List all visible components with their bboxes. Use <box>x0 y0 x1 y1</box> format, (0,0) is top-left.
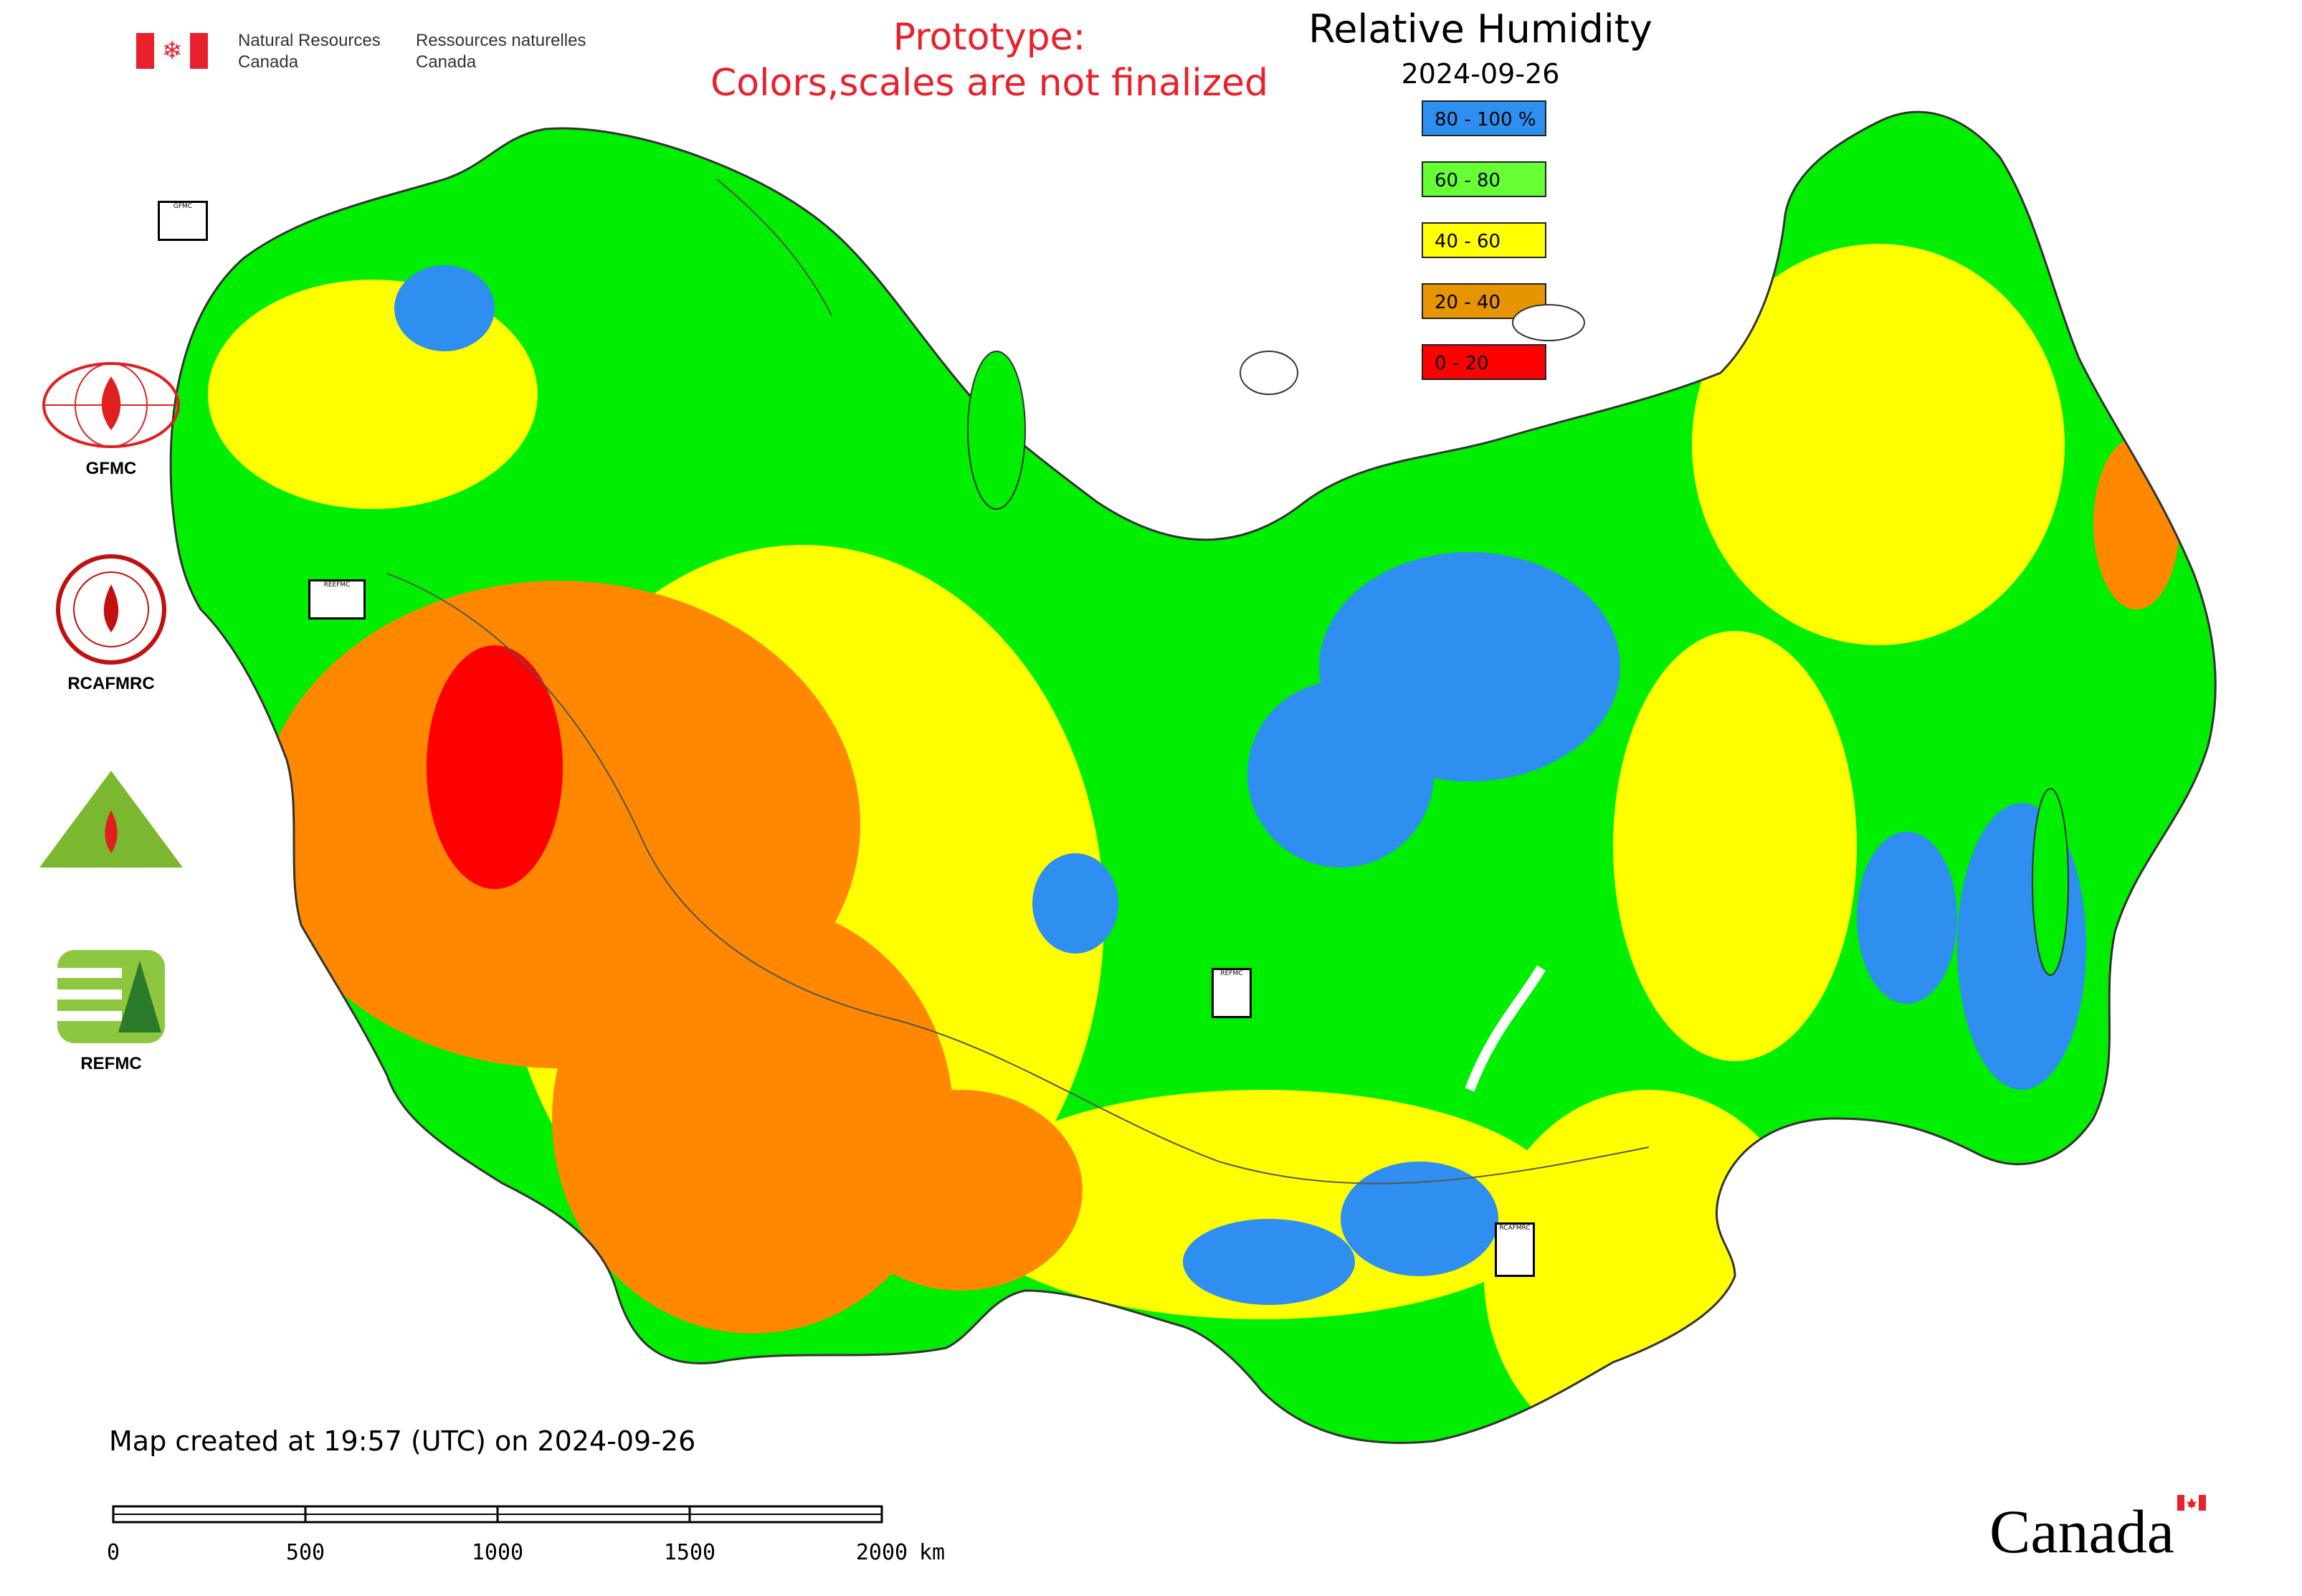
refmc-logo: REFMC <box>36 946 186 1074</box>
canada-wordmark-text: Canada <box>1989 1497 2174 1563</box>
arctic-island <box>1512 304 1585 341</box>
signature-english: Natural Resources Canada <box>238 31 381 72</box>
scale-tick: 1500 <box>664 1540 715 1565</box>
gfmc-globe-icon <box>42 362 180 448</box>
country-border <box>386 573 1650 1184</box>
scale-tick: 500 <box>286 1540 325 1565</box>
scale-unit: km <box>919 1540 945 1565</box>
scale-tick: 0 <box>108 1540 120 1565</box>
rcafmrc-logo: RCAFMRC <box>36 552 186 694</box>
nrcan-signature: ❄ Natural Resources Canada Ressources nat… <box>136 30 609 73</box>
scale-bar: 0 500 1000 1500 2000 km <box>108 1505 945 1565</box>
legend-item-80-100: 80 - 100 % <box>1422 100 1546 136</box>
canada-wordmark: Canada <box>1989 1495 2206 1563</box>
coastline <box>169 110 2217 1444</box>
scale-tick: 1000 <box>472 1540 523 1565</box>
map-marker-gfmc: GFMC <box>158 201 208 241</box>
gfmc-logo: GFMC <box>36 358 186 479</box>
canada-wordmark-flag-icon <box>2177 1495 2206 1511</box>
map-marker-refmc: REFMC <box>1212 968 1252 1018</box>
prototype-notice: Prototype: Colors,scales are not finaliz… <box>710 16 1269 105</box>
sakhalin-island <box>2032 788 2069 976</box>
legend-item-40-60: 40 - 60 <box>1422 222 1546 258</box>
rcafmrc-label: RCAFMRC <box>67 674 155 693</box>
rcafmrc-seal-icon <box>56 554 166 665</box>
map-marker-reefmc: REEFMC <box>308 579 366 619</box>
novaya-zemlya-island <box>967 351 1026 510</box>
legend-title: Relative Humidity <box>1308 6 1652 52</box>
refmc-emblem-icon <box>57 950 165 1043</box>
scale-tick: 2000 <box>856 1540 908 1565</box>
reefmc-triangle-icon <box>39 771 183 868</box>
legend-item-60-80: 60 - 80 <box>1422 161 1546 197</box>
canada-flag-icon: ❄ <box>136 33 208 69</box>
arctic-island <box>1240 351 1298 395</box>
gfmc-label: GFMC <box>85 459 137 478</box>
map-created-timestamp: Map created at 19:57 (UTC) on 2024-09-26 <box>109 1425 696 1457</box>
legend-item-0-20: 0 - 20 <box>1422 344 1546 380</box>
signature-french: Ressources naturelles Canada <box>416 31 586 72</box>
legend-date: 2024-09-26 <box>1401 58 1560 90</box>
reefmc-logo <box>36 767 186 878</box>
refmc-label: REFMC <box>80 1054 142 1073</box>
country-border <box>716 179 832 316</box>
map-marker-rcafmrc: RCAFMRC <box>1495 1222 1535 1277</box>
lake-baikal <box>1465 965 1546 1092</box>
